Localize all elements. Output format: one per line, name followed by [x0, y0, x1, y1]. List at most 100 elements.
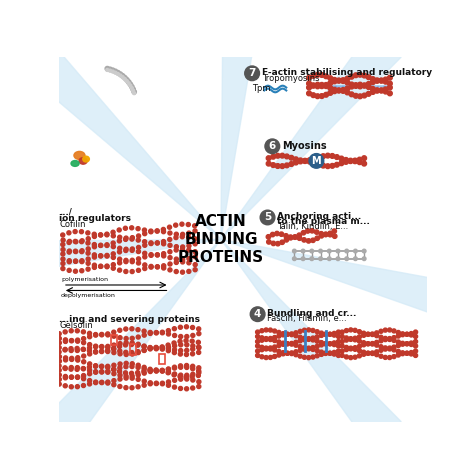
Circle shape	[192, 224, 197, 228]
Circle shape	[86, 247, 90, 251]
Circle shape	[353, 336, 357, 340]
Bar	[130, 345, 136, 355]
Circle shape	[260, 348, 264, 352]
Polygon shape	[0, 239, 221, 282]
Circle shape	[64, 358, 68, 362]
Circle shape	[281, 352, 285, 356]
Circle shape	[280, 240, 284, 245]
Circle shape	[328, 332, 332, 337]
Circle shape	[328, 342, 332, 346]
Circle shape	[106, 332, 110, 336]
Circle shape	[348, 158, 353, 163]
Circle shape	[362, 156, 366, 161]
Circle shape	[307, 337, 310, 341]
Circle shape	[383, 79, 388, 84]
Circle shape	[413, 344, 418, 348]
Circle shape	[69, 365, 73, 370]
Circle shape	[315, 82, 320, 87]
Circle shape	[86, 251, 90, 255]
Circle shape	[149, 265, 153, 269]
Circle shape	[92, 245, 96, 249]
Circle shape	[106, 333, 110, 337]
Circle shape	[315, 330, 319, 334]
Circle shape	[340, 344, 344, 348]
Circle shape	[197, 371, 201, 374]
Circle shape	[124, 376, 128, 380]
Circle shape	[383, 346, 387, 350]
Circle shape	[160, 381, 164, 385]
Circle shape	[337, 88, 341, 93]
Circle shape	[302, 159, 308, 164]
Circle shape	[197, 380, 201, 384]
Circle shape	[268, 356, 273, 359]
Circle shape	[93, 345, 98, 349]
Circle shape	[348, 159, 353, 164]
Circle shape	[178, 339, 182, 343]
Circle shape	[268, 337, 273, 342]
Circle shape	[118, 349, 122, 353]
Circle shape	[123, 75, 127, 80]
Circle shape	[197, 327, 201, 331]
Circle shape	[328, 231, 332, 236]
Circle shape	[190, 339, 194, 343]
Circle shape	[75, 375, 80, 379]
Circle shape	[100, 370, 104, 374]
Circle shape	[281, 351, 285, 355]
Circle shape	[105, 264, 109, 268]
Circle shape	[166, 367, 170, 371]
Text: ...ing and severing proteins: ...ing and severing proteins	[59, 315, 200, 324]
Circle shape	[298, 348, 302, 352]
Circle shape	[155, 229, 159, 233]
Circle shape	[362, 73, 367, 78]
Circle shape	[124, 361, 128, 365]
Circle shape	[275, 164, 280, 168]
Polygon shape	[221, 31, 401, 239]
Circle shape	[294, 334, 298, 338]
Circle shape	[61, 233, 65, 237]
Circle shape	[166, 383, 171, 387]
Circle shape	[191, 352, 194, 356]
Circle shape	[112, 330, 116, 334]
Circle shape	[362, 93, 367, 98]
Circle shape	[184, 353, 189, 356]
Circle shape	[271, 155, 275, 159]
Circle shape	[80, 250, 84, 254]
Circle shape	[328, 351, 332, 356]
Circle shape	[70, 357, 74, 362]
Circle shape	[148, 370, 152, 374]
Circle shape	[113, 69, 118, 73]
Circle shape	[92, 265, 96, 269]
Circle shape	[349, 92, 354, 97]
Circle shape	[136, 328, 140, 332]
Circle shape	[311, 347, 315, 351]
Circle shape	[160, 382, 164, 386]
Circle shape	[57, 377, 61, 382]
Circle shape	[119, 74, 122, 77]
Circle shape	[383, 347, 387, 351]
Circle shape	[125, 80, 128, 82]
Circle shape	[61, 262, 65, 265]
Circle shape	[396, 340, 401, 344]
Circle shape	[362, 257, 366, 261]
Circle shape	[345, 347, 348, 352]
Text: .../: .../	[59, 208, 72, 217]
Circle shape	[345, 328, 348, 333]
Circle shape	[86, 257, 90, 261]
Circle shape	[255, 354, 260, 357]
Circle shape	[149, 229, 153, 233]
Circle shape	[264, 347, 268, 351]
Circle shape	[57, 341, 61, 345]
Circle shape	[181, 270, 184, 274]
Circle shape	[255, 330, 260, 334]
Circle shape	[366, 85, 371, 90]
Circle shape	[118, 384, 122, 389]
Circle shape	[370, 332, 374, 336]
Circle shape	[383, 87, 388, 91]
Circle shape	[112, 343, 116, 347]
Circle shape	[94, 370, 98, 374]
Circle shape	[268, 337, 273, 340]
Circle shape	[100, 349, 104, 353]
Text: Talin, Kindlin, E...: Talin, Kindlin, E...	[277, 222, 348, 231]
Circle shape	[136, 373, 140, 377]
Circle shape	[371, 80, 375, 84]
